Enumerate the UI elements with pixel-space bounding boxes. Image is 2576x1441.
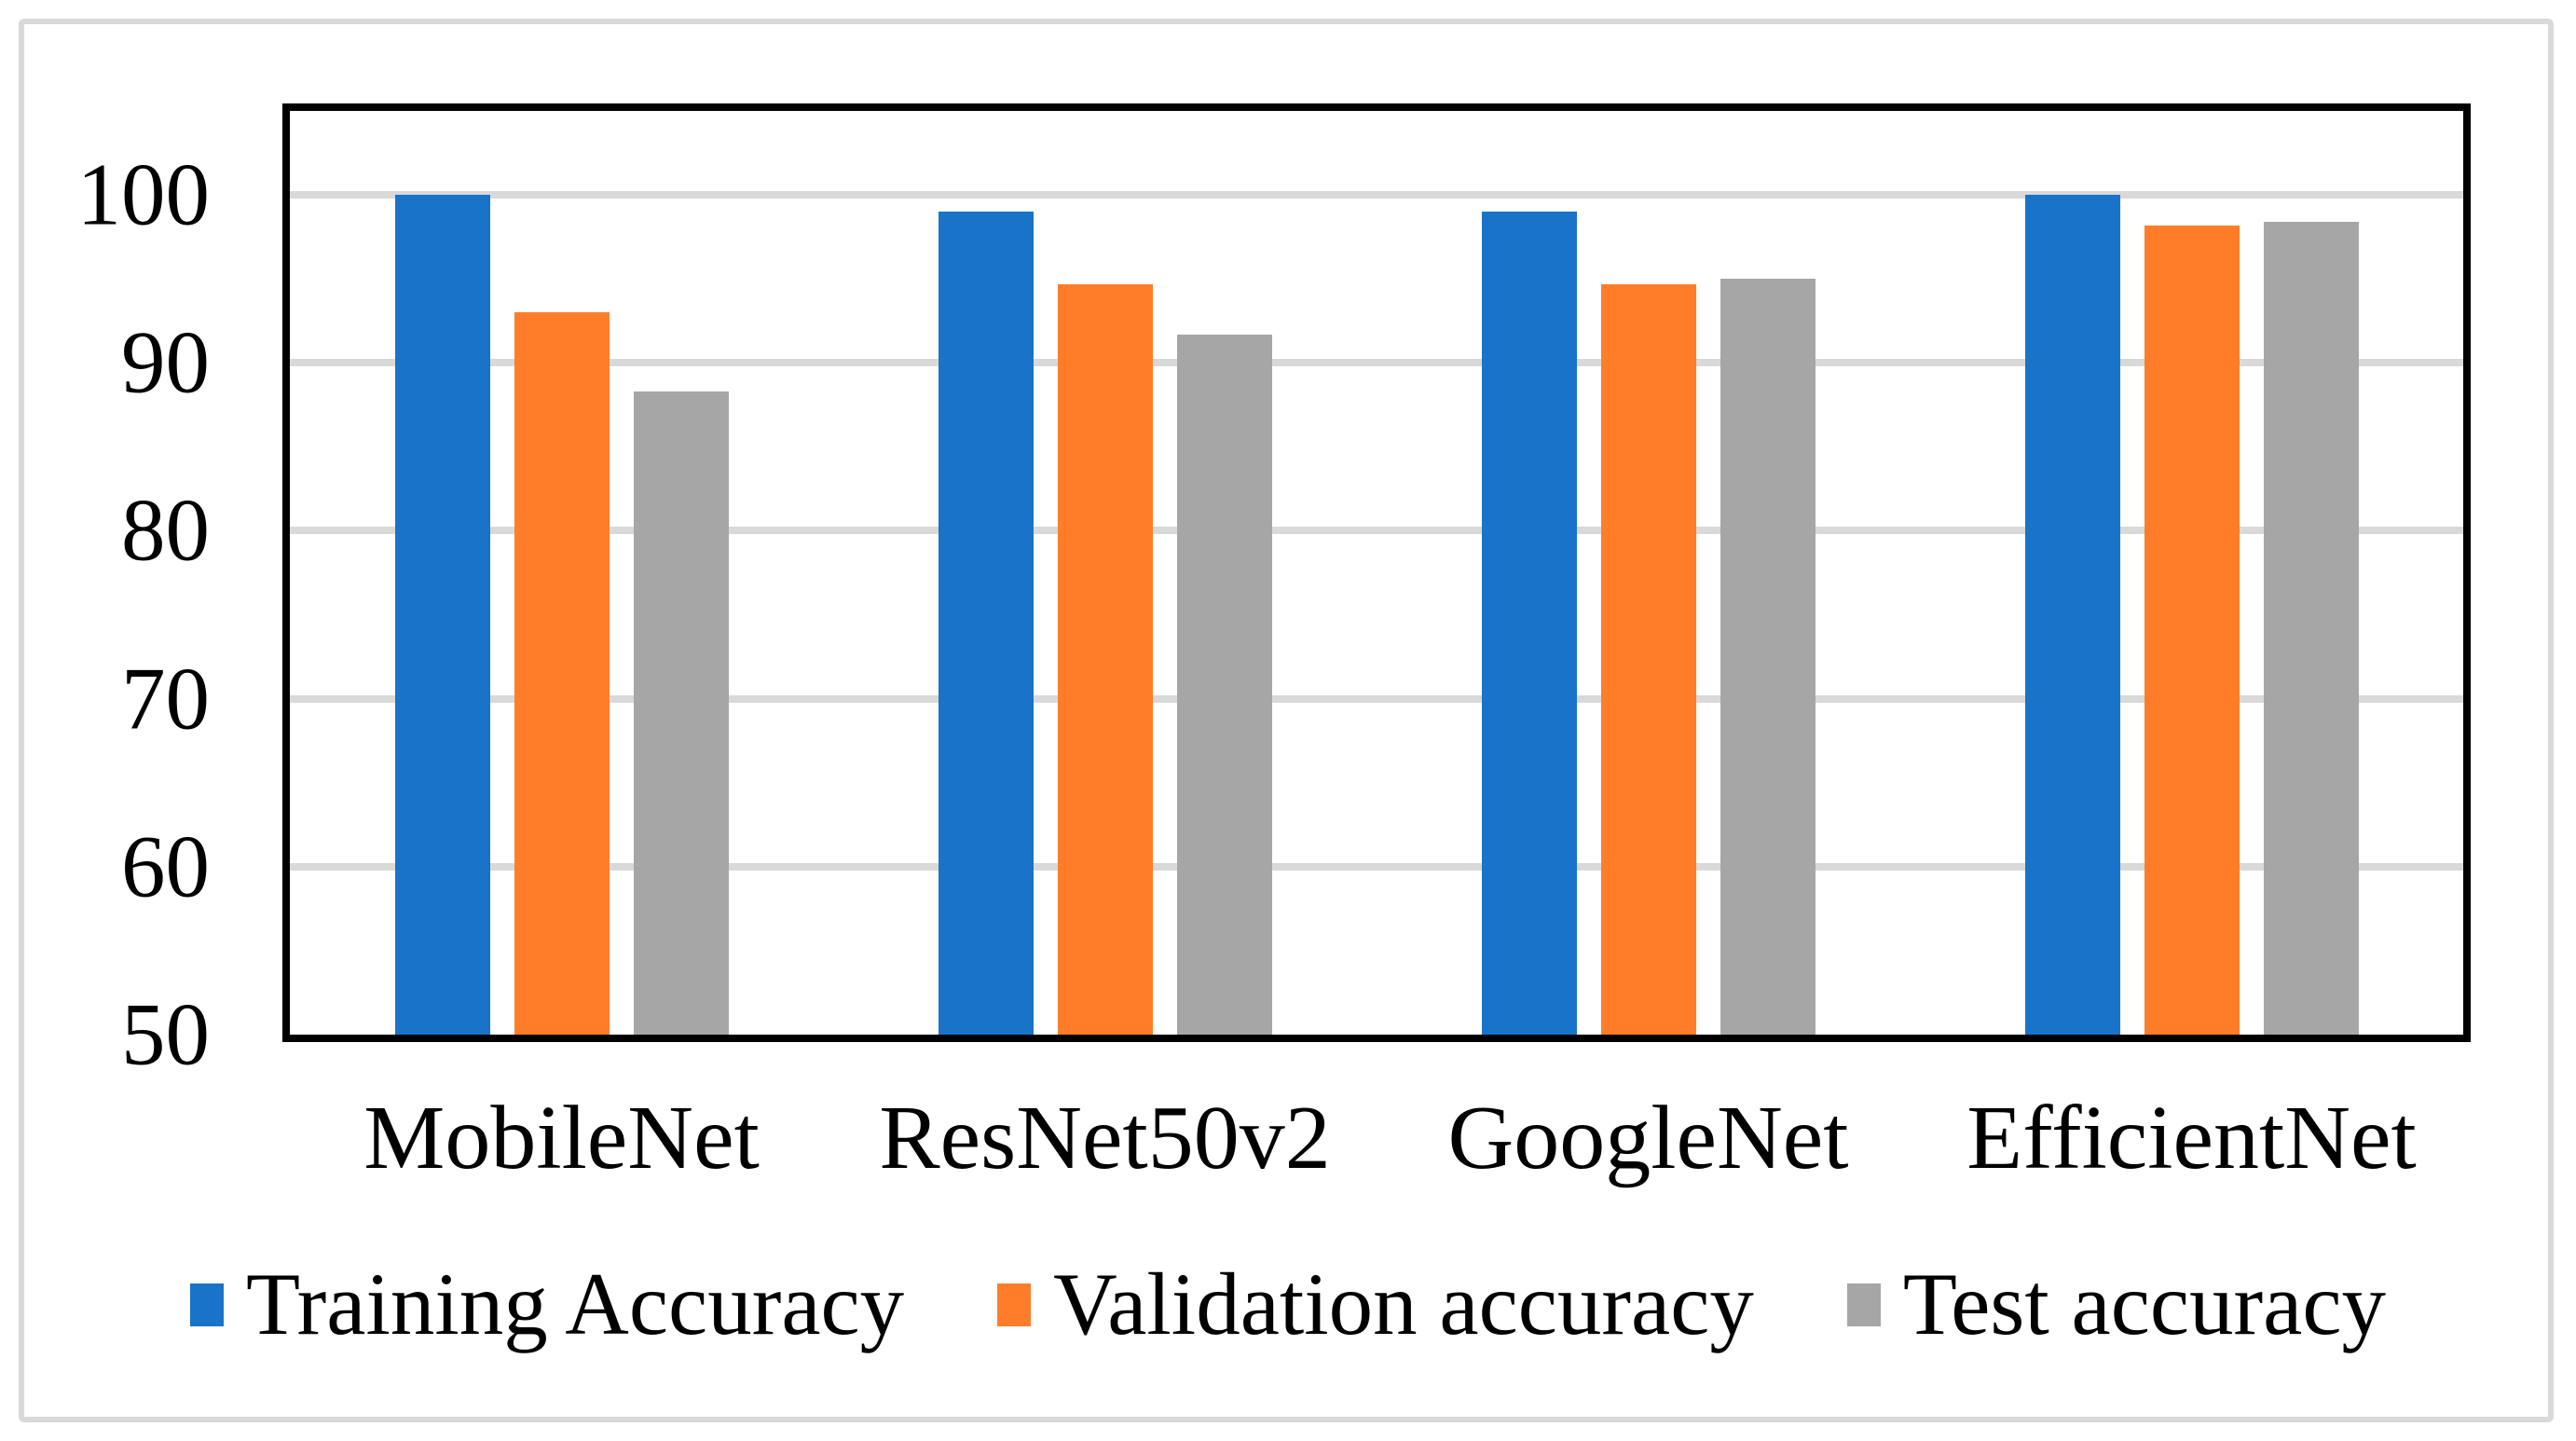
plot-area [282, 103, 2471, 1042]
gridline-60 [290, 862, 2463, 871]
bar-training-accuracy-resnet50v2 [938, 212, 1034, 1035]
bar-group-googlenet [1377, 111, 1920, 1035]
legend-swatch-validation-accuracy [997, 1283, 1032, 1326]
bar-validation-accuracy-mobilenet [514, 312, 610, 1035]
legend-item-test-accuracy: Test accuracy [1846, 1255, 2387, 1353]
bar-test-accuracy-googlenet [1720, 279, 1816, 1035]
category-label-resnet50v2: ResNet50v2 [879, 1088, 1331, 1188]
y-axis-tick-labels: 100 90 80 70 60 50 [0, 111, 211, 1078]
bar-groups-layer [290, 111, 2463, 1035]
gridline-90 [290, 359, 2463, 367]
legend-swatch-training-accuracy [189, 1283, 224, 1326]
legend-item-validation-accuracy: Validation accuracy [997, 1260, 1754, 1349]
y-tick-label-90: 90 [121, 312, 210, 412]
legend-swatch-test-accuracy [1846, 1283, 1881, 1326]
y-tick-label-100: 100 [76, 144, 211, 244]
category-label-googlenet: GoogleNet [1447, 1088, 1849, 1188]
category-label-efficientnet: EfficientNet [1966, 1088, 2417, 1188]
legend-label-training-accuracy: Training Accuracy [245, 1255, 905, 1353]
category-label-mobilenet: MobileNet [363, 1088, 760, 1188]
gridline-100 [290, 191, 2463, 199]
bar-group-resnet50v2 [833, 111, 1377, 1035]
bar-training-accuracy-efficientnet [2024, 195, 2120, 1035]
bar-validation-accuracy-efficientnet [2144, 225, 2240, 1035]
legend-label-validation-accuracy: Validation accuracy [1053, 1255, 1754, 1353]
bar-training-accuracy-mobilenet [394, 195, 490, 1035]
bar-validation-accuracy-googlenet [1600, 283, 1696, 1035]
legend-item-training-accuracy: Training Accuracy [189, 1255, 905, 1353]
gridline-70 [290, 694, 2463, 703]
legend-label-test-accuracy: Test accuracy [1902, 1255, 2387, 1353]
x-axis-category-labels: MobileNet ResNet50v2 GoogleNet EfficientNet [290, 1088, 2463, 1189]
bar-group-mobilenet [290, 111, 833, 1035]
y-tick-label-70: 70 [121, 649, 210, 748]
y-tick-label-50: 50 [121, 984, 210, 1084]
bar-validation-accuracy-resnet50v2 [1057, 283, 1153, 1035]
bar-test-accuracy-efficientnet [2263, 221, 2359, 1035]
bar-group-efficientnet [1920, 111, 2463, 1035]
y-tick-label-60: 60 [121, 817, 210, 916]
y-tick-label-80: 80 [121, 480, 210, 580]
bar-test-accuracy-resnet50v2 [1176, 334, 1272, 1035]
bar-training-accuracy-googlenet [1481, 212, 1577, 1035]
bar-test-accuracy-mobilenet [633, 391, 729, 1035]
chart-legend: Training Accuracy Validation accuracy Test… [0, 1260, 2576, 1349]
gridline-80 [290, 527, 2463, 535]
